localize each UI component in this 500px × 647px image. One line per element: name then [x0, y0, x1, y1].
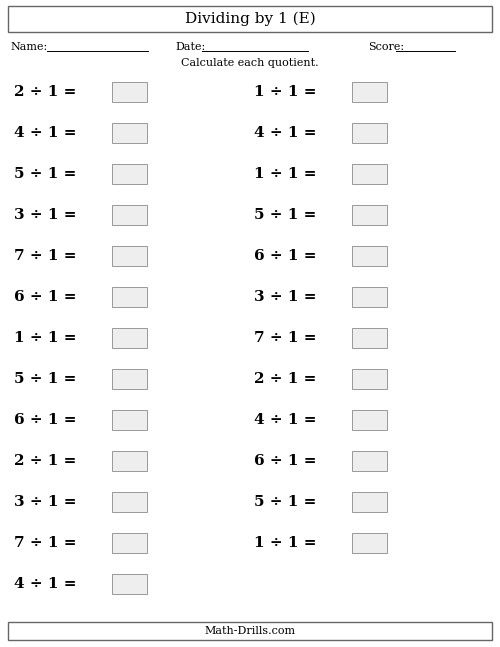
Text: 3 ÷ 1 =: 3 ÷ 1 = — [254, 290, 316, 304]
Text: 3 ÷ 1 =: 3 ÷ 1 = — [14, 208, 76, 222]
Text: 5 ÷ 1 =: 5 ÷ 1 = — [254, 208, 316, 222]
Text: 1 ÷ 1 =: 1 ÷ 1 = — [14, 331, 76, 345]
FancyBboxPatch shape — [352, 82, 387, 102]
Text: 5 ÷ 1 =: 5 ÷ 1 = — [14, 372, 76, 386]
FancyBboxPatch shape — [352, 164, 387, 184]
Text: Dividing by 1 (E): Dividing by 1 (E) — [184, 12, 316, 26]
FancyBboxPatch shape — [112, 451, 147, 471]
Text: 4 ÷ 1 =: 4 ÷ 1 = — [254, 126, 316, 140]
Text: 2 ÷ 1 =: 2 ÷ 1 = — [254, 372, 316, 386]
FancyBboxPatch shape — [8, 6, 492, 32]
FancyBboxPatch shape — [112, 492, 147, 512]
FancyBboxPatch shape — [352, 123, 387, 143]
Text: 4 ÷ 1 =: 4 ÷ 1 = — [14, 126, 76, 140]
Text: 6 ÷ 1 =: 6 ÷ 1 = — [14, 290, 76, 304]
Text: 7 ÷ 1 =: 7 ÷ 1 = — [14, 249, 76, 263]
FancyBboxPatch shape — [112, 82, 147, 102]
FancyBboxPatch shape — [352, 246, 387, 266]
Text: Math-Drills.com: Math-Drills.com — [204, 626, 296, 636]
Text: Score:: Score: — [368, 42, 404, 52]
Text: 6 ÷ 1 =: 6 ÷ 1 = — [254, 454, 316, 468]
Text: 4 ÷ 1 =: 4 ÷ 1 = — [254, 413, 316, 427]
Text: 7 ÷ 1 =: 7 ÷ 1 = — [254, 331, 316, 345]
FancyBboxPatch shape — [352, 533, 387, 553]
FancyBboxPatch shape — [112, 369, 147, 389]
FancyBboxPatch shape — [112, 246, 147, 266]
Text: 2 ÷ 1 =: 2 ÷ 1 = — [14, 85, 76, 99]
Text: 1 ÷ 1 =: 1 ÷ 1 = — [254, 85, 316, 99]
Text: 4 ÷ 1 =: 4 ÷ 1 = — [14, 577, 76, 591]
FancyBboxPatch shape — [352, 451, 387, 471]
Text: Calculate each quotient.: Calculate each quotient. — [181, 58, 319, 68]
FancyBboxPatch shape — [112, 287, 147, 307]
FancyBboxPatch shape — [352, 492, 387, 512]
FancyBboxPatch shape — [8, 622, 492, 640]
Text: 2 ÷ 1 =: 2 ÷ 1 = — [14, 454, 76, 468]
Text: Date:: Date: — [175, 42, 206, 52]
Text: 6 ÷ 1 =: 6 ÷ 1 = — [14, 413, 76, 427]
FancyBboxPatch shape — [112, 410, 147, 430]
Text: 5 ÷ 1 =: 5 ÷ 1 = — [254, 495, 316, 509]
FancyBboxPatch shape — [112, 533, 147, 553]
FancyBboxPatch shape — [352, 369, 387, 389]
Text: 6 ÷ 1 =: 6 ÷ 1 = — [254, 249, 316, 263]
Text: 1 ÷ 1 =: 1 ÷ 1 = — [254, 167, 316, 181]
FancyBboxPatch shape — [352, 410, 387, 430]
FancyBboxPatch shape — [352, 287, 387, 307]
FancyBboxPatch shape — [352, 328, 387, 348]
Text: 7 ÷ 1 =: 7 ÷ 1 = — [14, 536, 76, 550]
FancyBboxPatch shape — [112, 164, 147, 184]
FancyBboxPatch shape — [352, 205, 387, 225]
FancyBboxPatch shape — [112, 123, 147, 143]
FancyBboxPatch shape — [112, 574, 147, 594]
FancyBboxPatch shape — [112, 328, 147, 348]
Text: Name:: Name: — [10, 42, 47, 52]
Text: 5 ÷ 1 =: 5 ÷ 1 = — [14, 167, 76, 181]
Text: 3 ÷ 1 =: 3 ÷ 1 = — [14, 495, 76, 509]
Text: 1 ÷ 1 =: 1 ÷ 1 = — [254, 536, 316, 550]
FancyBboxPatch shape — [112, 205, 147, 225]
